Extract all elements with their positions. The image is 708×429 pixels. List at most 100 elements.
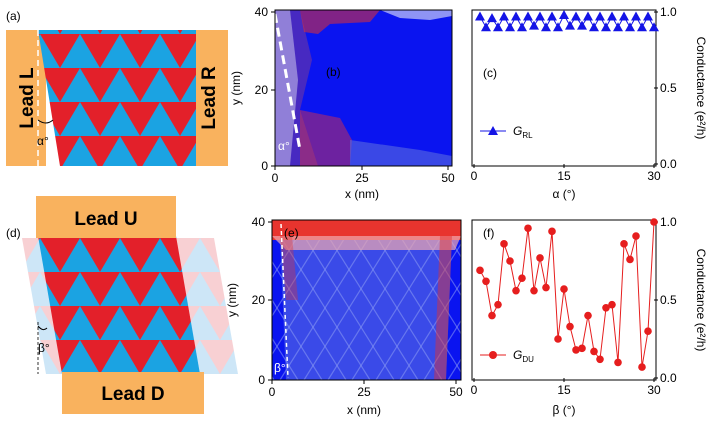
map-e-dashed-edge bbox=[280, 223, 289, 379]
chart-c-point bbox=[475, 11, 485, 21]
panel-e-map: (e) β° 0 25 50 0 20 40 x (nm) y (nm) bbox=[225, 215, 463, 417]
map-b-ytick-label-0: 0 bbox=[261, 159, 268, 173]
map-e-xtick-label-0: 0 bbox=[269, 385, 276, 399]
chart-c-point bbox=[529, 20, 539, 30]
map-e-lattice bbox=[272, 235, 461, 380]
chart-c-axes: 0 15 300.0 0.5 1.0 bbox=[471, 5, 677, 183]
chart-f-frame bbox=[471, 219, 657, 381]
angle-beta-label: β° bbox=[38, 341, 50, 355]
map-e-ytick-label-40: 40 bbox=[252, 215, 266, 229]
map-e-right-red bbox=[434, 236, 452, 380]
panel-b-map: (a) (b) α° 0 25 50 0 20 40 x (nm) y (nm) bbox=[229, 5, 455, 201]
chart-f-point bbox=[506, 257, 514, 265]
lattice-line bbox=[375, 242, 461, 380]
lattice-line bbox=[272, 235, 323, 318]
map-b-xtick-label-25: 25 bbox=[355, 171, 369, 185]
chart-c-point bbox=[565, 20, 575, 30]
map-e-ylabel: y (nm) bbox=[225, 283, 239, 317]
panel-label-e: (e) bbox=[284, 226, 299, 240]
chart-f-legend: GDU bbox=[480, 348, 534, 364]
chart-c-point bbox=[553, 22, 563, 32]
panel-label-f: (f) bbox=[483, 226, 494, 240]
chart-c-xtick-label: 30 bbox=[647, 169, 661, 183]
lead-left-label: Lead L bbox=[17, 67, 38, 129]
map-e-angle-label: β° bbox=[274, 361, 286, 375]
chart-f-point bbox=[542, 283, 550, 292]
chart-c-point bbox=[637, 22, 647, 32]
chart-c-point bbox=[541, 22, 551, 32]
chart-f-point bbox=[590, 347, 598, 356]
panel-label-a: (a) bbox=[6, 9, 21, 23]
map-b-bottom-red bbox=[300, 110, 352, 166]
map-b-frame bbox=[274, 9, 453, 167]
chart-c-point bbox=[517, 22, 527, 32]
chart-c-point bbox=[625, 22, 635, 32]
chart-f-axes: 0 15 300.0 0.5 1.0 bbox=[471, 215, 677, 397]
chart-c-point bbox=[631, 11, 641, 21]
map-b-ylabel: y (nm) bbox=[229, 71, 243, 105]
map-b-angle-label: α° bbox=[278, 139, 290, 153]
chart-c-point bbox=[607, 11, 617, 21]
chart-c-point bbox=[559, 10, 569, 20]
angle-arc-beta bbox=[37, 325, 48, 331]
legend-c-label: GRL bbox=[513, 124, 533, 140]
chart-c-legend: GRL bbox=[480, 124, 533, 140]
chart-f-point bbox=[620, 240, 628, 248]
faint-lattice-right bbox=[176, 238, 238, 374]
legend-c-main: G bbox=[513, 124, 522, 138]
legend-f-main: G bbox=[513, 348, 522, 362]
chart-f-point bbox=[548, 227, 556, 236]
chart-c-point bbox=[601, 22, 611, 32]
lattice-line bbox=[423, 235, 461, 297]
chart-f-point bbox=[602, 304, 610, 312]
chart-f-point bbox=[560, 285, 568, 293]
chart-f-point bbox=[638, 363, 646, 371]
chart-c-ytick-label: 0.0 bbox=[660, 157, 677, 171]
chart-c-point bbox=[571, 11, 581, 21]
panel-c-chart: (c) 0 15 300.0 0.5 1.0 GRL α (°) Conductance… bbox=[471, 5, 708, 201]
chart-f-point bbox=[530, 286, 538, 295]
chart-c-point bbox=[487, 13, 497, 23]
map-b-xtick-label-0: 0 bbox=[272, 171, 279, 185]
chart-f-point bbox=[566, 322, 574, 331]
chart-c-point bbox=[643, 11, 653, 21]
map-b-top-red bbox=[300, 10, 380, 34]
chart-f-point bbox=[512, 286, 520, 295]
legend-c-sub: RL bbox=[522, 131, 533, 140]
chart-c-point bbox=[499, 11, 509, 21]
chart-f-xtick-label: 15 bbox=[557, 383, 571, 397]
lattice-line bbox=[399, 281, 461, 380]
chart-c-point bbox=[613, 22, 623, 32]
triangular-lattice-a bbox=[38, 30, 196, 166]
legend-f-marker bbox=[489, 351, 497, 359]
map-b-xlabel: x (nm) bbox=[345, 187, 379, 201]
chart-f-point bbox=[494, 300, 502, 309]
map-e-left-red bbox=[280, 236, 298, 300]
chart-c-ylabel: Conductance (e²/h) bbox=[694, 37, 708, 140]
chart-f-point bbox=[524, 224, 532, 233]
chart-f-point bbox=[476, 266, 484, 275]
chart-c-point bbox=[523, 11, 533, 21]
chart-f-point bbox=[614, 358, 622, 367]
legend-c-marker bbox=[488, 126, 498, 135]
panel-label-c: (c) bbox=[483, 66, 497, 80]
chart-f-ytick-label: 0.0 bbox=[660, 371, 677, 385]
chart-c-xlabel: α (°) bbox=[552, 187, 575, 201]
panel-f-chart: (f) 0 15 300.0 0.5 1.0 GDU β (°) Conductance… bbox=[471, 215, 708, 417]
lattice-line bbox=[423, 319, 461, 380]
map-b-left-edge bbox=[275, 10, 318, 166]
chart-c-point bbox=[481, 22, 491, 32]
chart-f-point bbox=[644, 327, 652, 336]
lattice-line bbox=[272, 235, 347, 356]
legend-f-label: GDU bbox=[513, 348, 534, 364]
chart-f-xtick-label: 0 bbox=[471, 383, 478, 397]
panel-label-b: (b) bbox=[326, 65, 341, 79]
lattice-line bbox=[303, 235, 395, 380]
chart-c-frame bbox=[471, 9, 657, 167]
lead-left-block bbox=[6, 30, 46, 166]
angle-alpha-label: α° bbox=[37, 134, 49, 148]
lead-right-label: Lead R bbox=[199, 66, 220, 130]
map-b-bottom-light bbox=[350, 140, 452, 166]
map-e-ytick-label-20: 20 bbox=[252, 293, 266, 307]
